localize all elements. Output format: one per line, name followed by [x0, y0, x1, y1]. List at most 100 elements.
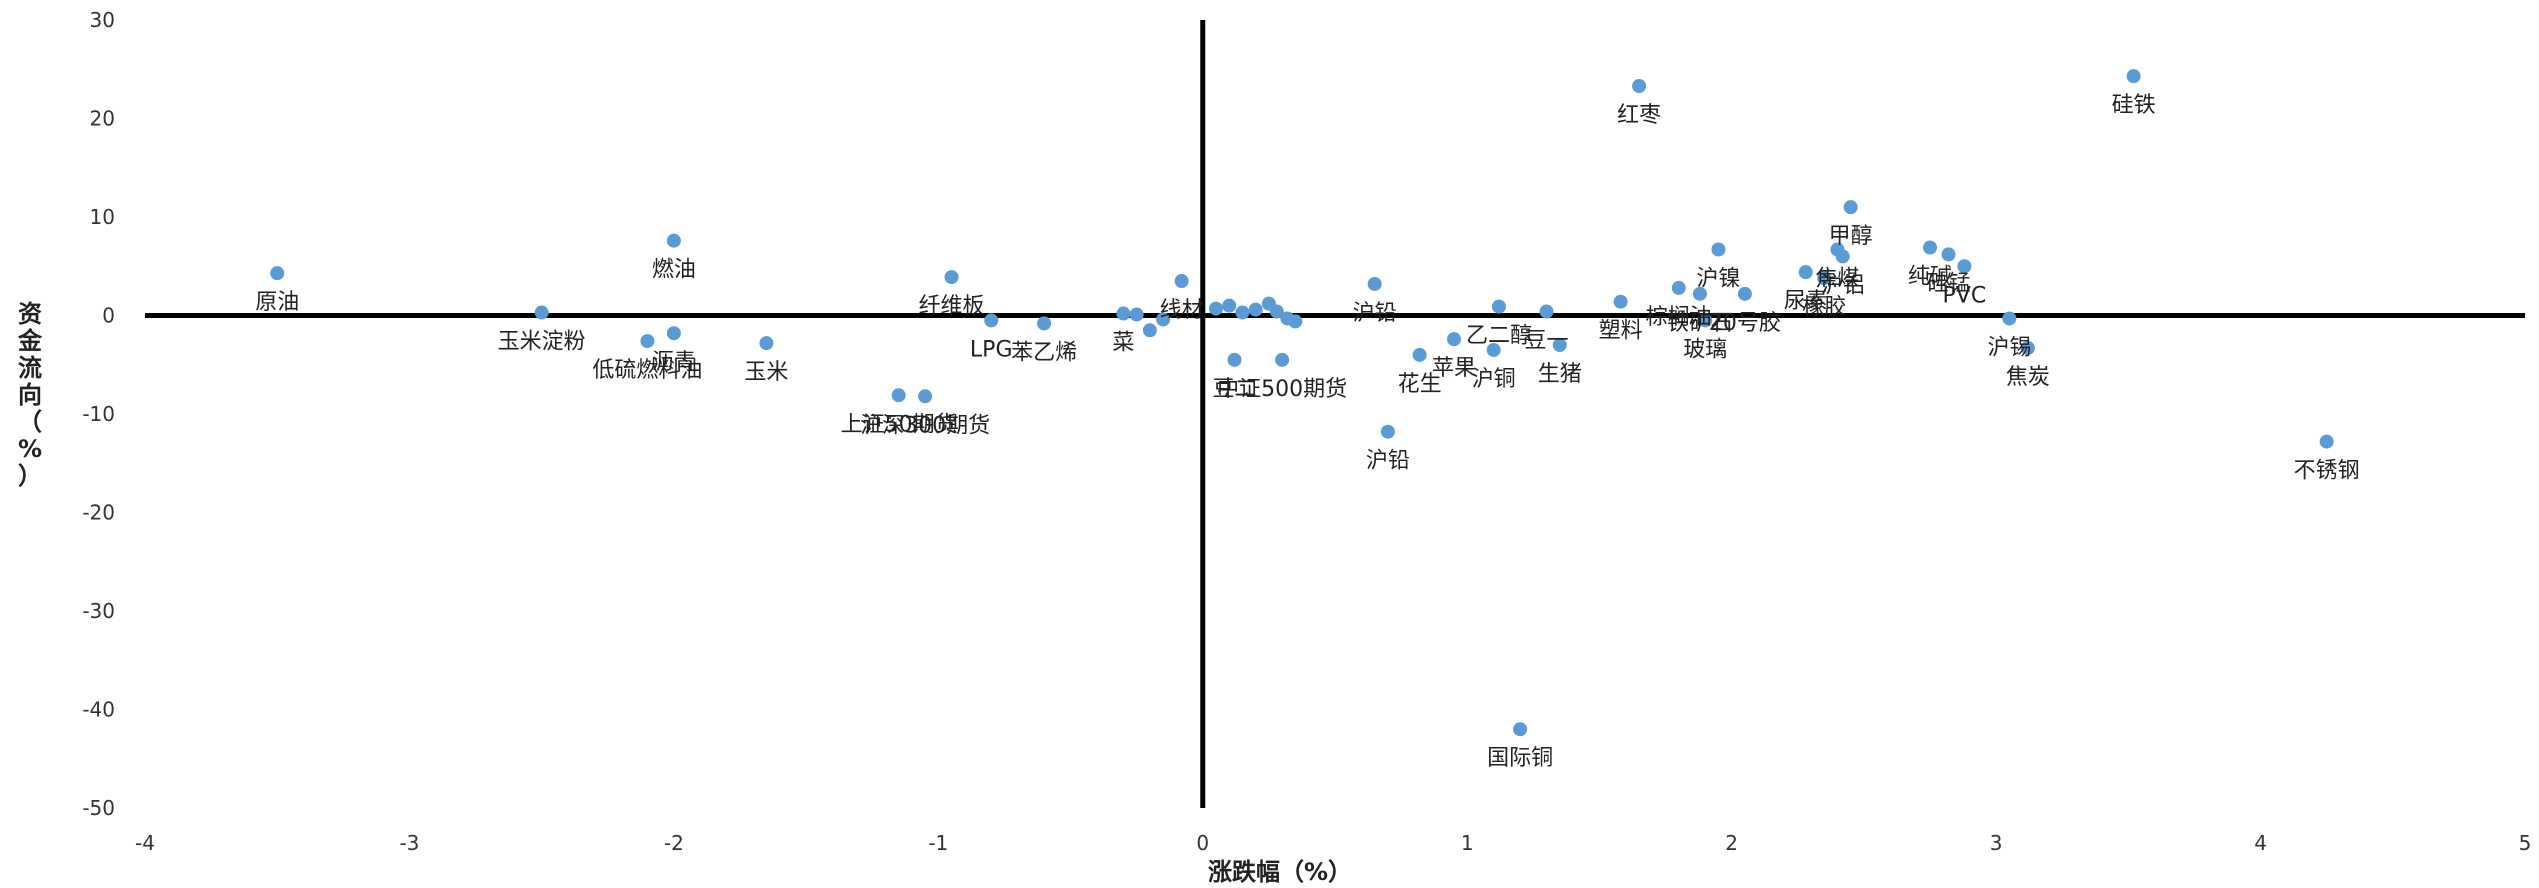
- data-point: [1486, 342, 1501, 357]
- data-point: [1248, 302, 1263, 317]
- data-point: [1235, 305, 1250, 320]
- data-point: [1380, 424, 1395, 439]
- data-point: [1156, 312, 1171, 327]
- data-point: [1692, 286, 1707, 301]
- point-label: 豆二: [1213, 377, 1257, 402]
- point-label: 苯乙烯: [1011, 340, 1077, 365]
- data-point: [1941, 247, 1956, 262]
- x-tick-label: 2: [1725, 831, 1738, 855]
- point-label: 棕榈油: [1646, 305, 1712, 330]
- point-label: 20号胶: [1709, 311, 1781, 336]
- point-label: 玉米淀粉: [498, 330, 586, 355]
- point-label: 尿素: [1784, 289, 1828, 314]
- point-label: 线材: [1160, 298, 1204, 323]
- data-point: [1447, 332, 1461, 347]
- data-point: [759, 336, 774, 351]
- data-point: [1843, 200, 1858, 215]
- y-tick-label: -50: [82, 796, 115, 820]
- data-point: [534, 305, 549, 320]
- point-label: 纯碱: [1908, 265, 1952, 290]
- y-tick-label: -40: [82, 698, 115, 722]
- point-label: 焦炭: [2006, 365, 2050, 390]
- point-label: 沪深300期货: [860, 413, 990, 438]
- data-point: [1632, 78, 1647, 93]
- data-point: [1116, 306, 1131, 321]
- point-label: 甲醇: [1829, 224, 1873, 249]
- data-point: [1129, 307, 1144, 322]
- point-label: 花生: [1398, 372, 1442, 397]
- point-label: 原油: [255, 290, 299, 315]
- data-point: [1513, 722, 1528, 737]
- data-point: [666, 233, 681, 248]
- point-label: 乙二醇: [1466, 324, 1532, 349]
- data-point: [1037, 316, 1052, 331]
- point-label: 沪铅: [1353, 301, 1397, 326]
- data-point: [666, 326, 681, 341]
- data-point: [1835, 249, 1850, 264]
- x-axis-title: 涨跌幅（%）: [1208, 858, 1352, 886]
- point-label: 沥青: [652, 350, 696, 375]
- data-point: [1367, 276, 1382, 291]
- point-label: 纤维板: [919, 294, 985, 319]
- data-point: [1671, 280, 1686, 295]
- data-point: [2319, 434, 2334, 449]
- x-tick-label: -2: [664, 831, 684, 855]
- x-tick-label: 1: [1461, 831, 1474, 855]
- point-label: 沪锡: [1987, 335, 2031, 360]
- data-point: [270, 266, 285, 281]
- data-points: [270, 69, 2334, 737]
- point-label: 不锈钢: [2294, 459, 2360, 484]
- point-label: 沪铅: [1366, 449, 1410, 474]
- data-point: [1222, 298, 1237, 313]
- point-label: 沪镍: [1696, 267, 1740, 292]
- point-label: 上证50期货: [841, 412, 957, 437]
- point-label: 铁矿石: [1667, 311, 1733, 336]
- data-point: [1539, 304, 1554, 319]
- point-label: 燃油: [652, 258, 696, 283]
- point-label: 玻璃: [1683, 337, 1727, 362]
- x-tick-label: -3: [399, 831, 419, 855]
- point-label: 生猪: [1538, 362, 1582, 387]
- point-label: 红枣: [1617, 103, 1661, 128]
- data-point: [1412, 347, 1427, 362]
- y-tick-label: -10: [82, 402, 115, 426]
- data-point: [640, 334, 655, 349]
- point-label: 中证500期货: [1217, 377, 1347, 402]
- data-point: [1698, 313, 1713, 328]
- data-point: [1209, 301, 1223, 316]
- data-point: [2126, 69, 2141, 84]
- point-label: 塑料: [1599, 319, 1643, 344]
- data-point: [1817, 271, 1832, 286]
- data-point: [1275, 352, 1290, 367]
- point-label: PVC: [1943, 283, 1987, 308]
- point-label: 苹果: [1432, 356, 1476, 381]
- point-label: 硅锰: [1927, 271, 1971, 296]
- data-point: [1613, 294, 1628, 309]
- data-point: [2020, 341, 2035, 356]
- y-tick-label: -30: [82, 599, 115, 623]
- data-point: [1957, 259, 1972, 274]
- x-tick-label: -1: [928, 831, 948, 855]
- data-point: [1711, 242, 1726, 257]
- point-label: 豆一: [1525, 329, 1569, 354]
- data-point: [918, 389, 933, 404]
- point-label: 焦煤: [1815, 267, 1859, 292]
- point-label: 低硫燃料油: [592, 358, 702, 383]
- data-point: [1798, 265, 1813, 280]
- x-tick-labels: -4 -3 -2 -1 0 1 2 3 4 5: [135, 831, 2531, 855]
- point-label: 菜: [1112, 331, 1134, 356]
- y-tick-label: 20: [90, 107, 115, 131]
- x-tick-label: 5: [2519, 831, 2532, 855]
- point-label: 沪铜: [1472, 367, 1516, 392]
- point-label: 硅铁: [2112, 93, 2156, 118]
- data-point: [1227, 352, 1242, 367]
- data-point: [1737, 286, 1752, 301]
- point-label: LPG: [970, 337, 1013, 362]
- y-tick-label: 0: [102, 304, 115, 328]
- x-tick-label: 3: [1990, 831, 2003, 855]
- y-tick-label: 30: [90, 8, 115, 32]
- y-tick-label: 10: [90, 205, 115, 229]
- data-point: [944, 270, 959, 285]
